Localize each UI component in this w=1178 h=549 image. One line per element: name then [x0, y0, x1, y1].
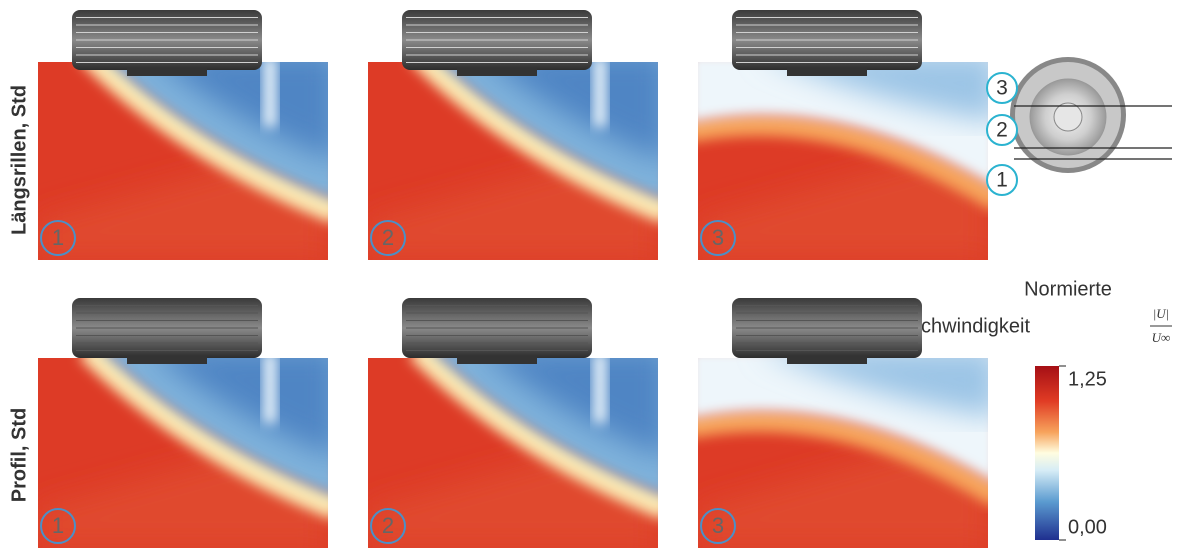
flow-panel: [368, 52, 668, 260]
colorbar: [1035, 366, 1059, 540]
flow-panel: [38, 52, 338, 260]
colorbar-title: Normierte: [1024, 278, 1112, 300]
fraction-numerator: |U|: [1153, 306, 1170, 321]
panel-label: 1: [52, 225, 64, 250]
jet: [593, 353, 607, 423]
tire-diagram: [1010, 57, 1172, 173]
flow-panel: [38, 348, 338, 548]
flow-panel: [368, 348, 668, 548]
panel-label: 2: [382, 513, 394, 538]
row-label: Längsrillen, Std: [8, 85, 30, 235]
figure: Längsrillen, Std Profil, Std Normierte G…: [0, 0, 1178, 549]
jet: [593, 57, 607, 127]
panel-label: 3: [712, 225, 724, 250]
tire-contact: [787, 68, 867, 76]
jet: [263, 57, 277, 127]
jet: [263, 353, 277, 423]
tire-contact: [127, 356, 207, 364]
panel-label: 3: [712, 513, 724, 538]
colorbar-label: 1,25: [1068, 368, 1107, 390]
flow-panel: [688, 348, 998, 548]
fraction-denominator: U∞: [1152, 330, 1171, 345]
panel-label: 1: [52, 513, 64, 538]
diagram-label: 2: [996, 119, 1008, 142]
diagram-label: 1: [996, 169, 1008, 192]
panel-label: 2: [382, 225, 394, 250]
flow-panel: [688, 52, 998, 260]
tire-contact: [787, 356, 867, 364]
tire-contact: [457, 68, 537, 76]
tire-contact: [457, 356, 537, 364]
colorbar-label: 0,00: [1068, 516, 1107, 538]
row-label: Profil, Std: [8, 408, 30, 502]
diagram-label: 3: [996, 77, 1008, 100]
tire-contact: [127, 68, 207, 76]
